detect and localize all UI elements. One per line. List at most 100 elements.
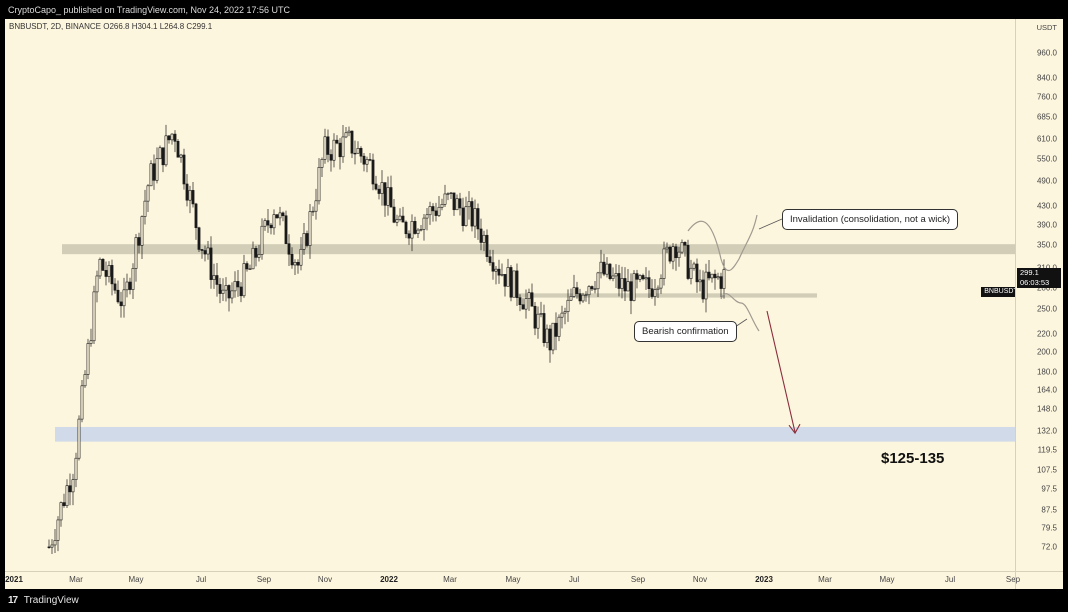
candle-down (434, 210, 438, 216)
candle-up (443, 193, 447, 205)
candle-down (392, 206, 396, 223)
candle-down (518, 297, 522, 305)
candle-up (80, 385, 84, 420)
price-axis[interactable]: USDT 960.0 840.0 760.0 685.0 610.0 550.0 490.0… (1016, 19, 1063, 572)
candle-up (560, 312, 564, 318)
candle-up (317, 167, 321, 202)
price-tick-label: 119.5 (1037, 445, 1057, 455)
candle-down (389, 187, 393, 208)
candle-down (491, 262, 495, 272)
candle-up (500, 274, 504, 276)
candle-down (554, 322, 558, 337)
candle-up (122, 289, 126, 307)
candle-down (335, 139, 339, 144)
candle-down (227, 285, 231, 299)
candle-up (566, 299, 570, 312)
candle-up (77, 418, 81, 459)
axis-divider-vertical (1015, 19, 1016, 589)
candle-up (320, 159, 324, 168)
time-tick-label: 2021 (5, 575, 23, 584)
candle-down (290, 253, 294, 266)
candle-up (716, 276, 720, 279)
target-arrow-head-icon (788, 423, 801, 435)
candle-up (467, 201, 471, 208)
candle-up (188, 190, 192, 201)
candle-down (602, 261, 606, 275)
candle-up (164, 135, 168, 166)
candle-down (329, 154, 333, 161)
resistance-zone (62, 244, 1021, 255)
candle-down (200, 249, 204, 251)
candle-up (50, 544, 54, 548)
time-tick-label: Mar (818, 575, 832, 584)
candle-up (347, 130, 351, 134)
price-tick-label: 107.5 (1036, 465, 1057, 475)
candle-up (446, 193, 450, 195)
price-tick-label: 148.0 (1036, 404, 1057, 414)
candle-up (212, 275, 216, 280)
candle-up (230, 290, 234, 299)
candle-down (359, 148, 363, 157)
candle-down (296, 261, 300, 266)
candle-down (305, 233, 309, 246)
chart-pane[interactable]: BNBUSDT, 2D, BINANCE O266.8 H304.1 L264.… (5, 19, 1021, 572)
candle-up (593, 288, 597, 290)
time-tick-label: 2022 (380, 575, 398, 584)
last-price-value: 299.1 (1020, 268, 1039, 277)
candle-down (176, 141, 180, 158)
candle-down (548, 328, 552, 351)
candle-up (380, 182, 384, 194)
candle-up (464, 206, 468, 226)
tradingview-footer: 17 TradingView (0, 590, 1068, 612)
candle-up (410, 221, 414, 239)
time-tick-label: Nov (692, 575, 708, 584)
candle-up (365, 159, 369, 165)
candle-up (506, 267, 510, 287)
price-chart[interactable] (5, 19, 1021, 572)
bearish-projection-path (720, 293, 760, 332)
candle-down (353, 152, 357, 155)
candle-up (314, 200, 318, 212)
candle-up (572, 287, 576, 297)
candle-down (515, 270, 519, 298)
candle-down (137, 237, 141, 246)
price-tick-label: 350.0 (1036, 240, 1057, 250)
candle-up (65, 485, 69, 506)
candle-down (275, 214, 279, 219)
candle-up (257, 254, 261, 258)
time-tick-label: Jul (568, 575, 580, 584)
candle-up (158, 147, 162, 160)
candle-down (401, 215, 405, 223)
price-tick-label: 200.0 (1036, 347, 1057, 357)
candle-up (206, 247, 210, 255)
axis-divider-horizontal (5, 571, 1063, 572)
price-tick-label: 79.5 (1041, 523, 1057, 533)
time-tick-label: Jul (195, 575, 207, 584)
candle-up (56, 519, 60, 541)
price-tick-label: 390.0 (1036, 220, 1057, 230)
candle-up (419, 229, 423, 231)
time-axis[interactable]: 2021 Mar May Jul Sep Nov 2022 Mar May Jul Sep Nov 20… (5, 572, 1063, 589)
time-tick-label: Mar (69, 575, 83, 584)
candle-up (569, 296, 573, 301)
publisher-line: CryptoCapo_ published on TradingView.com… (8, 5, 291, 15)
time-tick-label: Jul (944, 575, 956, 584)
candle-up (272, 214, 276, 229)
candle-up (473, 208, 477, 227)
candle-up (224, 285, 228, 291)
candle-up (482, 234, 486, 243)
candle-down (458, 198, 462, 209)
candle-up (86, 343, 90, 375)
candle-up (665, 246, 669, 250)
candle-down (371, 159, 375, 185)
candle-up (692, 263, 696, 269)
candle-down (377, 188, 381, 194)
candle-up (698, 279, 702, 283)
candle-down (686, 244, 690, 279)
candle-down (326, 136, 330, 155)
candle-down (608, 263, 612, 279)
candle-up (263, 220, 267, 227)
candle-up (125, 281, 129, 291)
time-tick-label: May (879, 575, 895, 584)
candle-down (578, 293, 582, 302)
